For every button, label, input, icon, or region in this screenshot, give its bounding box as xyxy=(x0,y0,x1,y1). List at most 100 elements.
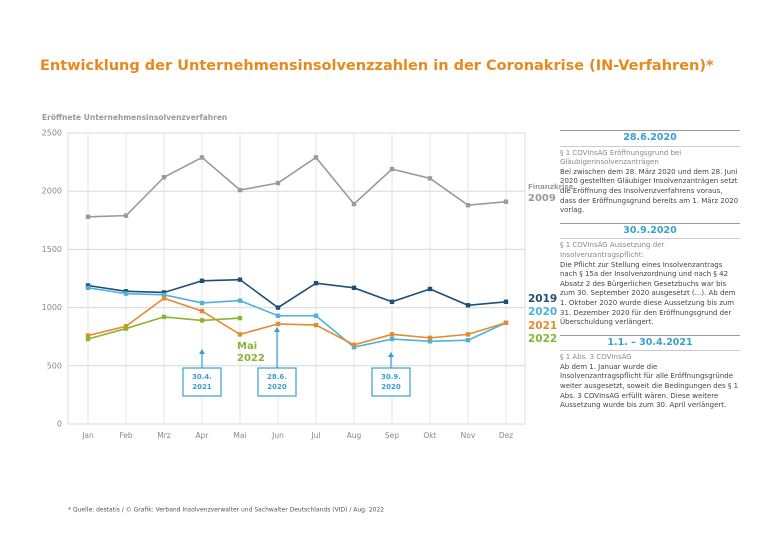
data-point xyxy=(427,176,433,181)
series-label: 2020 xyxy=(528,306,557,318)
data-point xyxy=(465,337,471,343)
series-line xyxy=(87,297,507,346)
data-point xyxy=(123,324,129,329)
data-point xyxy=(313,313,319,318)
sidebar: 28.6.2020 § 1 COVInsAG Eröffnungsgrund be… xyxy=(560,130,740,418)
annotation-box xyxy=(257,367,297,397)
data-point xyxy=(389,332,395,337)
sidebar-heading: 30.9.2020 xyxy=(560,222,740,240)
x-tick-label: Mrz xyxy=(157,431,171,440)
series-label: 2022 xyxy=(528,333,557,345)
annotation-arrowhead xyxy=(388,352,394,357)
data-point xyxy=(199,318,205,323)
data-point xyxy=(503,320,509,325)
data-point xyxy=(85,333,91,338)
data-point xyxy=(237,332,243,337)
x-tick-label: Mai xyxy=(233,431,246,440)
data-point xyxy=(161,314,167,320)
series-label: 2019 xyxy=(528,293,557,305)
x-tick-label: Aug xyxy=(347,431,362,440)
data-point xyxy=(275,313,281,318)
series-line xyxy=(87,278,507,309)
data-point xyxy=(85,285,91,291)
annotation-box xyxy=(371,367,411,397)
x-tick-label: Nov xyxy=(461,431,476,440)
data-point xyxy=(123,291,129,296)
data-point xyxy=(161,175,167,180)
note: Finanzkrise xyxy=(528,183,574,191)
annotation-text: 28.6. xyxy=(267,373,287,381)
data-point xyxy=(313,155,319,160)
data-point xyxy=(389,299,395,304)
footnote: * Quelle: destatis / © Grafik: Verband I… xyxy=(68,507,384,514)
sidebar-heading: 1.1. – 30.4.2021 xyxy=(560,334,740,352)
data-point xyxy=(199,300,205,306)
data-point xyxy=(389,166,395,172)
x-tick-label: Jun xyxy=(271,431,284,440)
annotation-arrowhead xyxy=(199,349,205,354)
data-point xyxy=(123,289,129,294)
x-tick-label: Dez xyxy=(499,431,513,440)
sidebar-body: Ab dem 1. Januar wurde die Insolvenzantr… xyxy=(560,362,739,410)
data-point xyxy=(351,344,357,350)
data-point xyxy=(465,202,471,208)
y-tick-label: 1500 xyxy=(42,245,62,254)
series-label: 2021 xyxy=(528,320,557,332)
data-point xyxy=(351,201,357,207)
data-point xyxy=(199,308,205,314)
sidebar-section: 28.6.2020 § 1 COVInsAG Eröffnungsgrund be… xyxy=(560,130,740,216)
data-point xyxy=(199,278,205,284)
data-point xyxy=(85,214,91,220)
y-tick-label: 1000 xyxy=(42,303,62,312)
y-tick-label: 2500 xyxy=(42,129,62,138)
x-tick-label: Sep xyxy=(385,431,399,440)
data-point xyxy=(161,292,167,297)
data-point xyxy=(275,180,281,186)
annotation-text: 2020 xyxy=(381,383,401,391)
data-point xyxy=(237,187,243,193)
series-label: 2009 xyxy=(528,193,556,204)
data-point xyxy=(427,339,433,344)
data-point xyxy=(503,199,509,204)
note: 2022 xyxy=(237,353,265,364)
x-tick-label: Apr xyxy=(196,431,210,440)
annotation-arrowhead xyxy=(274,327,280,332)
data-point xyxy=(465,332,471,337)
sidebar-subheading: § 1 COVInsAG Aussetzung der Insolvenzant… xyxy=(560,241,665,259)
data-point xyxy=(237,298,243,303)
y-tick-label: 500 xyxy=(47,361,62,370)
x-tick-label: Jan xyxy=(81,431,94,440)
data-point xyxy=(351,342,357,348)
sidebar-subheading: § 1 COVInsAG Eröffnungsgrund bei Gläubig… xyxy=(560,148,682,167)
y-tick-label: 2000 xyxy=(42,187,62,196)
sidebar-section: 30.9.2020 § 1 COVInsAG Aussetzung der Ins… xyxy=(560,222,740,328)
data-point xyxy=(465,303,471,308)
data-point xyxy=(275,305,281,310)
annotation-box xyxy=(182,367,222,397)
y-tick-label: 0 xyxy=(57,420,62,429)
data-point xyxy=(389,336,395,342)
data-point xyxy=(275,321,281,327)
annotation-text: 2021 xyxy=(192,383,212,391)
data-point xyxy=(85,336,91,342)
data-point xyxy=(427,286,433,292)
annotation-text: 2020 xyxy=(267,383,287,391)
sidebar-heading: 28.6.2020 xyxy=(560,130,740,147)
data-point xyxy=(351,285,357,291)
x-tick-label: Feb xyxy=(119,431,133,440)
annotation-text: 30.9. xyxy=(381,373,401,381)
sidebar-body: Die Pflicht zur Stellung eines Insolvenz… xyxy=(560,260,736,327)
sidebar-section: 1.1. – 30.4.2021 § 1 Abs. 3 COVInsAG Ab de… xyxy=(560,334,740,411)
series-line xyxy=(87,287,507,349)
data-point xyxy=(123,326,129,331)
data-point xyxy=(237,277,243,282)
x-tick-label: Okt xyxy=(423,431,436,440)
note: Mai xyxy=(237,341,257,352)
x-tick-label: Jul xyxy=(310,431,320,440)
data-point xyxy=(199,155,205,160)
data-point xyxy=(503,299,509,304)
annotation-text: 30.4. xyxy=(192,373,212,381)
data-point xyxy=(161,290,167,295)
